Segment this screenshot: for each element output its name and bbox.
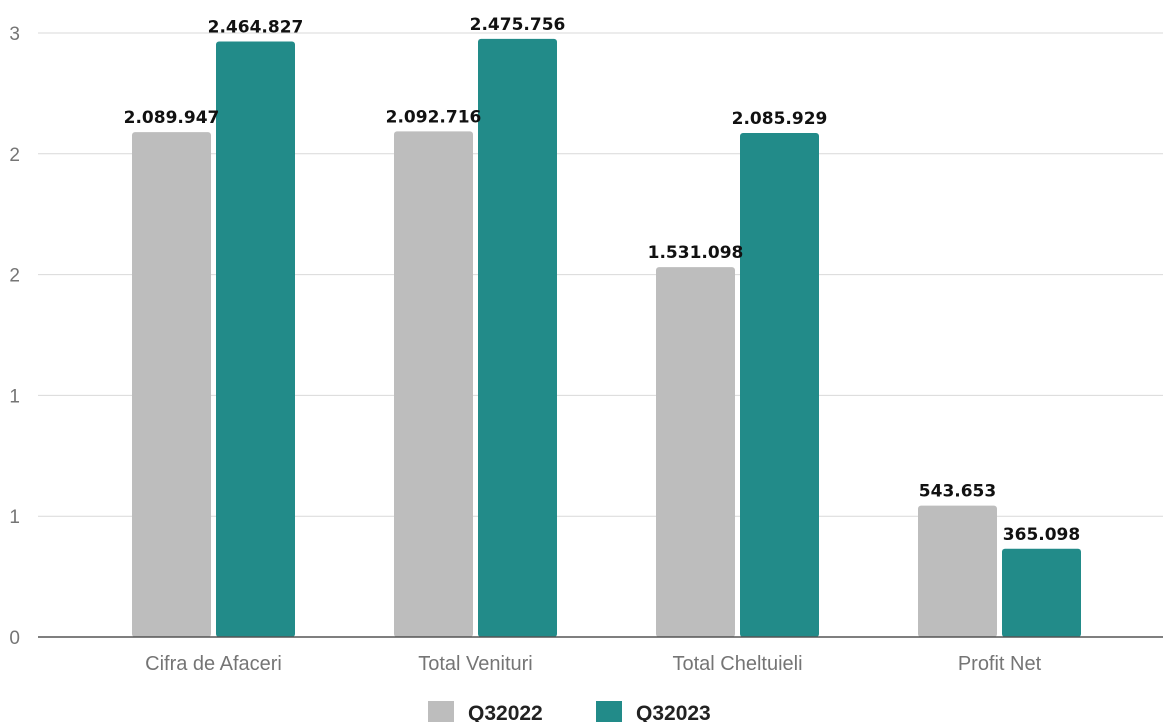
bar-q32022-0 — [132, 132, 211, 638]
bar-q32022-1 — [394, 131, 473, 637]
legend-swatch — [428, 701, 454, 722]
data-label: 2.092.716 — [386, 107, 482, 127]
y-tick-label: 2 — [9, 266, 20, 287]
bars — [132, 38, 1081, 638]
data-label: 365.098 — [1003, 525, 1080, 545]
data-label: 1.531.098 — [648, 243, 744, 263]
bar-q32023-3 — [1002, 548, 1081, 637]
data-label: 2.089.947 — [124, 108, 220, 128]
bar-q32022-3 — [918, 505, 997, 637]
legend-label: Q32023 — [636, 702, 711, 722]
x-tick-label: Total Cheltuieli — [672, 653, 802, 675]
data-labels: 2.089.947 2.464.827 2.092.716 2.475.756 1.53… — [124, 15, 1081, 545]
x-axis-ticks: Cifra de Afaceri Total Venituri Total Chel… — [145, 653, 1041, 675]
bar-q32023-2 — [740, 133, 819, 637]
bar-q32023-0 — [216, 41, 295, 637]
data-label: 2.464.827 — [208, 17, 304, 37]
y-tick-label: 2 — [9, 145, 20, 166]
legend-label: Q32022 — [468, 702, 543, 722]
data-label: 2.475.756 — [470, 15, 566, 35]
y-axis-ticks: 0 1 1 2 2 3 — [9, 24, 20, 649]
x-tick-label: Total Venituri — [418, 653, 533, 675]
bar-q32022-2 — [656, 267, 735, 637]
legend: Q32022 Q32023 — [428, 701, 711, 722]
y-tick-label: 1 — [9, 386, 20, 407]
y-tick-label: 1 — [9, 507, 20, 528]
x-tick-label: Profit Net — [958, 653, 1042, 675]
data-label: 2.085.929 — [732, 109, 828, 129]
bar-q32023-1 — [478, 38, 557, 637]
y-tick-label: 3 — [9, 24, 20, 45]
x-tick-label: Cifra de Afaceri — [145, 653, 282, 675]
y-tick-label: 0 — [9, 628, 20, 649]
data-label: 543.653 — [919, 482, 996, 502]
legend-swatch — [596, 701, 622, 722]
